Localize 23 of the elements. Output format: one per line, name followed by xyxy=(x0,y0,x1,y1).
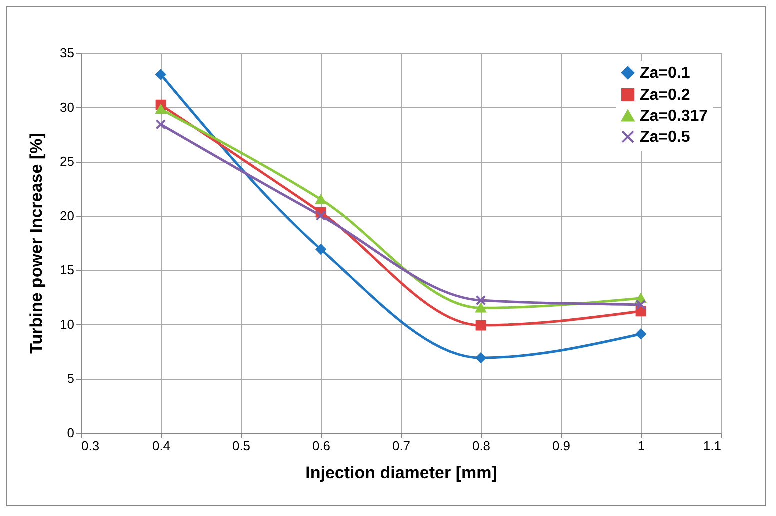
legend-label: Za=0.2 xyxy=(640,87,690,104)
legend-label: Za=0.1 xyxy=(640,65,690,82)
y-tick-label: 5 xyxy=(67,371,74,386)
legend-label: Za=0.5 xyxy=(640,129,690,146)
y-tick-label: 15 xyxy=(60,262,74,278)
x-tick-label: 0.8 xyxy=(472,438,491,454)
x-axis-title: Injection diameter [mm] xyxy=(306,464,498,482)
x-tick-label: 0.5 xyxy=(232,438,251,454)
y-tick-label: 35 xyxy=(60,46,74,60)
y-tick-label: 0 xyxy=(67,426,74,440)
y-tick-label: 25 xyxy=(60,154,74,170)
y-tick-label: 10 xyxy=(60,316,74,332)
x-tick-label: 0.3 xyxy=(82,438,100,454)
legend-label: Za=0.317 xyxy=(640,108,708,125)
y-tick-label: 20 xyxy=(60,208,74,224)
y-axis-title: Turbine power Increase [%] xyxy=(27,133,46,354)
x-tick-label: 1 xyxy=(638,438,646,454)
x-tick-label: 0.6 xyxy=(312,438,331,454)
x-tick-label: 1.1 xyxy=(703,438,722,454)
y-tick-label: 30 xyxy=(60,100,74,115)
x-tick-label: 0.4 xyxy=(152,438,171,454)
x-tick-label: 0.9 xyxy=(552,438,571,454)
x-tick-label: 0.7 xyxy=(392,438,411,454)
